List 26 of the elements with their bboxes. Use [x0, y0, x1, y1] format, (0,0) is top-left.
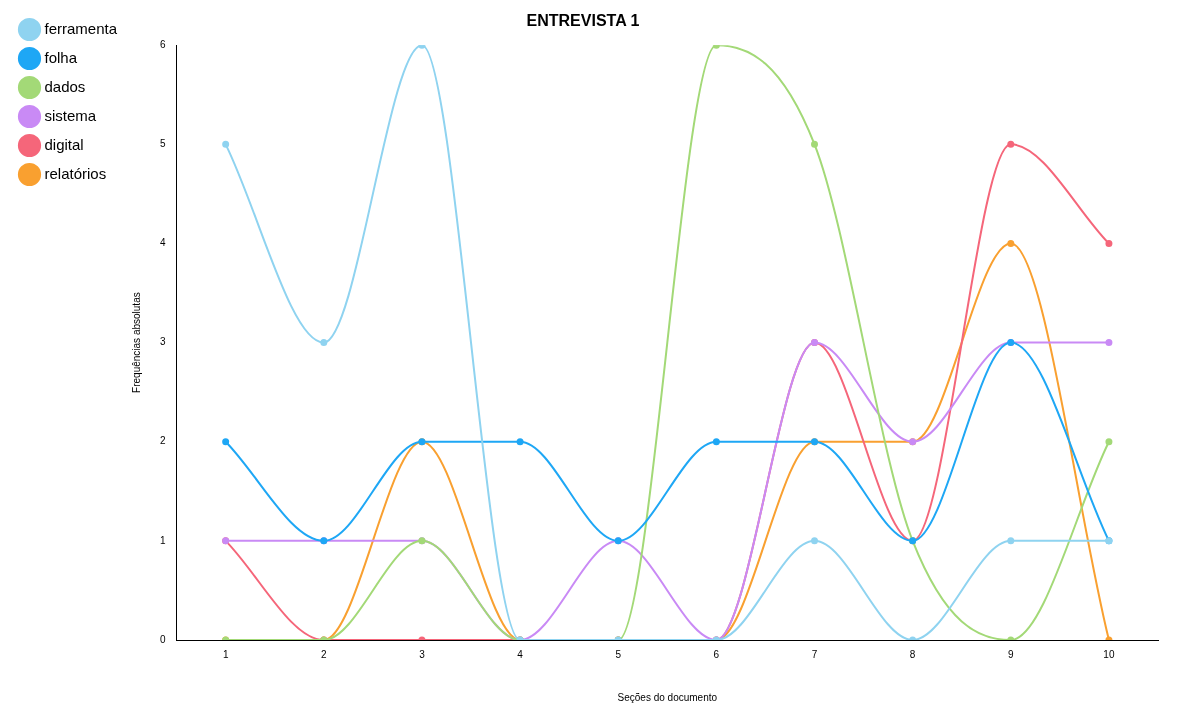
y-tick-label: 4 [160, 237, 167, 249]
x-tick-label: 1 [222, 648, 229, 660]
legend-label: ferramenta [44, 19, 118, 37]
x-tick-label: 4 [517, 648, 524, 660]
y-tick-label: 1 [160, 534, 167, 546]
x-tick-label: 2 [321, 648, 328, 660]
x-axis-title: Seções do documento [617, 691, 718, 703]
x-tick-label: 9 [1008, 648, 1015, 660]
legend-label: dados [44, 77, 86, 95]
legend-label: sistema [44, 106, 97, 124]
x-tick-label: 3 [419, 648, 426, 660]
y-tick-label: 6 [160, 38, 167, 50]
x-tick-label: 6 [713, 648, 720, 660]
legend-label: relatórios [44, 164, 107, 182]
y-tick-label: 2 [160, 435, 167, 447]
chart-title: ENTREVISTA 1 [526, 12, 640, 30]
x-tick-label: 8 [909, 648, 916, 660]
y-tick-label: 0 [160, 633, 167, 645]
x-tick-label: 10 [1103, 648, 1115, 660]
x-tick-label: 7 [811, 648, 818, 660]
x-tick-label: 5 [615, 648, 622, 660]
y-tick-label: 3 [160, 336, 167, 348]
y-axis-title: Frequências absolutas [130, 292, 142, 393]
y-tick-label: 5 [160, 138, 167, 150]
legend-label: folha [44, 48, 78, 66]
legend-label: digital [44, 135, 84, 153]
